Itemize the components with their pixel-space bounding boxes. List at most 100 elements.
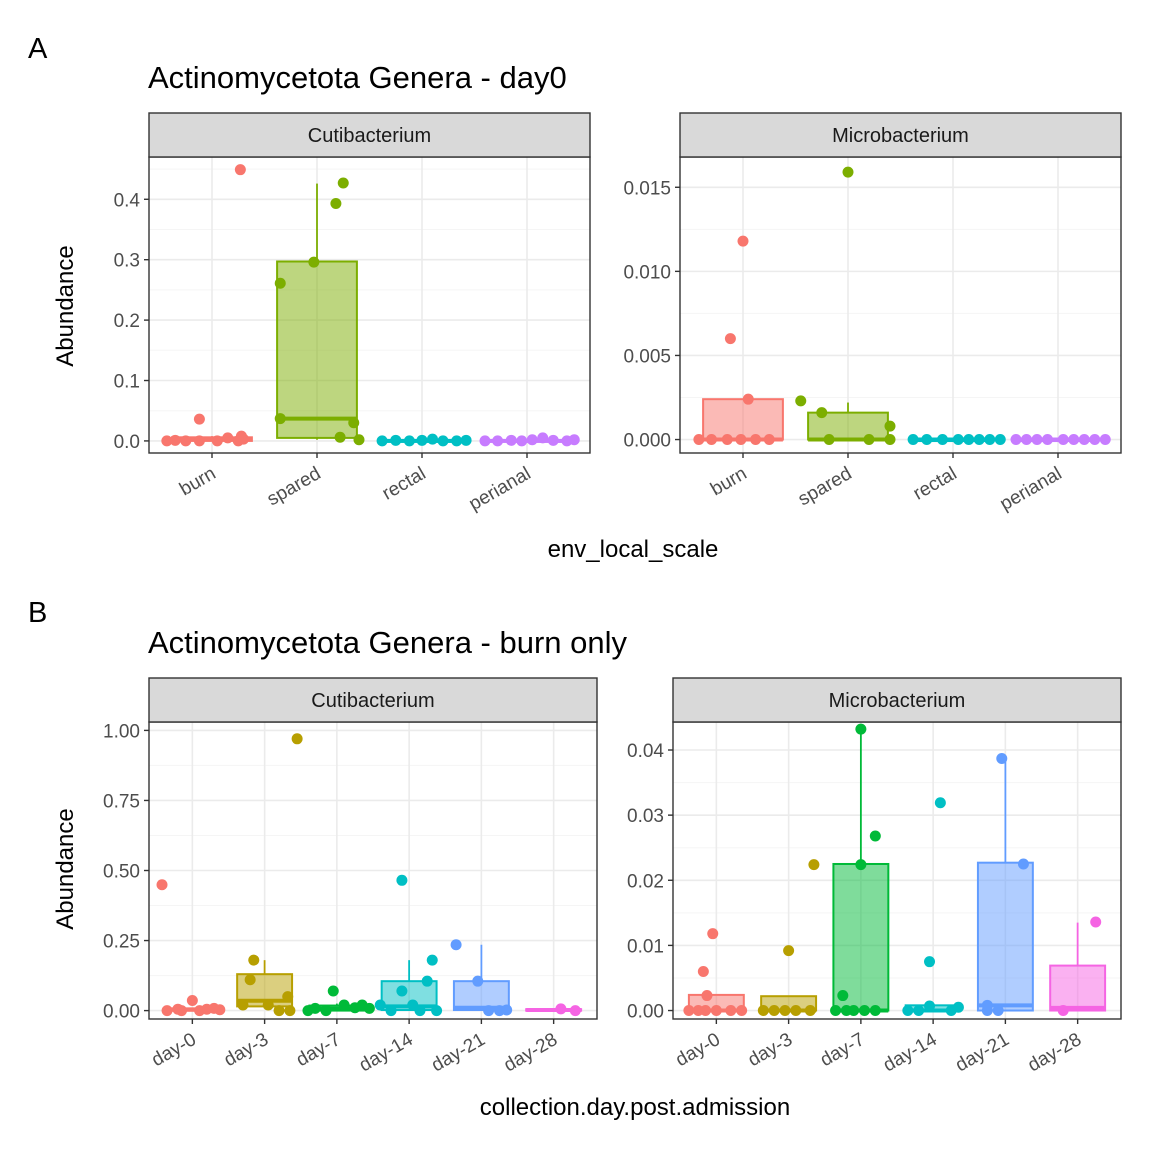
x-tick-label: spared: [264, 463, 325, 510]
data-point: [376, 435, 388, 447]
data-point: [750, 434, 762, 446]
data-point: [426, 954, 438, 966]
box-day-21: [976, 759, 1034, 1012]
data-point: [169, 434, 181, 446]
data-point: [937, 434, 948, 446]
data-point: [934, 797, 946, 809]
data-point: [884, 420, 896, 432]
data-point: [823, 434, 835, 446]
y-tick-label: 0.25: [103, 932, 140, 953]
panel-a-y-axis-title: Abundance: [52, 245, 79, 366]
data-point: [234, 164, 246, 176]
data-point: [902, 1005, 914, 1017]
data-point: [863, 434, 875, 446]
box-body: [276, 260, 358, 439]
data-point: [222, 432, 234, 444]
facet-strip: [148, 677, 598, 723]
data-point: [416, 434, 428, 446]
data-point: [907, 434, 919, 446]
data-point: [858, 1005, 870, 1017]
data-point: [721, 434, 733, 446]
y-tick-label: 0.01: [627, 936, 664, 957]
data-point: [337, 177, 349, 189]
facet-3: 0.00 0.01 0.02 0.03 0.04 Microbacterium day-0 d…: [627, 677, 1122, 1076]
data-point: [483, 1005, 495, 1017]
data-point: [837, 990, 849, 1002]
data-point: [537, 432, 549, 444]
data-point: [973, 434, 985, 446]
y-tick-label: 1.00: [103, 721, 140, 742]
data-point: [244, 974, 256, 986]
panel-background: [673, 722, 1121, 1019]
facet-strip-label: Cutibacterium: [311, 690, 434, 712]
data-point: [984, 434, 996, 446]
data-point: [569, 1005, 581, 1017]
x-tick-label: burn: [707, 463, 750, 500]
data-point: [309, 1002, 321, 1014]
data-point: [274, 413, 286, 425]
data-point: [855, 859, 867, 871]
x-tick-label: day-3: [744, 1029, 796, 1071]
data-point: [193, 413, 205, 425]
y-tick-label: 0.010: [623, 262, 671, 283]
data-point: [952, 1001, 964, 1013]
facet-1: 0.000 0.005 0.010 0.015 Microbacterium burn sp…: [623, 112, 1122, 515]
y-tick-label: 0.1: [114, 372, 140, 393]
data-point: [547, 434, 559, 446]
data-point: [1021, 434, 1032, 446]
data-point: [492, 435, 504, 447]
y-tick-label: 0.03: [627, 806, 664, 827]
panel-a-title: Actinomycetota Genera - day0: [148, 60, 567, 95]
data-point: [725, 1005, 737, 1017]
data-point: [1090, 916, 1102, 928]
data-point: [855, 723, 867, 735]
data-point: [390, 434, 402, 446]
data-point: [1010, 434, 1022, 446]
data-point: [172, 1003, 184, 1015]
data-point: [396, 985, 408, 997]
data-point: [396, 874, 408, 886]
data-point: [161, 1005, 173, 1017]
data-point: [1089, 434, 1101, 446]
x-tick-label: day-3: [220, 1029, 272, 1071]
box-body: [702, 398, 784, 441]
data-point: [706, 434, 717, 446]
data-point: [460, 434, 472, 446]
facet-2: 0.00 0.25 0.50 0.75 1.00 Cutibacterium day-0 da…: [103, 677, 598, 1076]
data-point: [830, 1005, 842, 1017]
data-point: [1057, 434, 1069, 446]
y-tick-label: 0.75: [103, 791, 140, 812]
data-point: [1042, 434, 1053, 446]
y-tick-label: 0.00: [103, 1002, 140, 1023]
data-point: [963, 434, 975, 446]
data-point: [1068, 434, 1080, 446]
panel-a-label: A: [28, 33, 48, 65]
panel-a-x-axis-title: env_local_scale: [548, 536, 719, 563]
x-tick-label: day-7: [817, 1029, 869, 1071]
data-point: [374, 999, 386, 1011]
data-point: [193, 435, 205, 447]
data-point: [701, 990, 713, 1002]
data-point: [768, 1005, 780, 1017]
data-point: [924, 1000, 936, 1012]
data-point: [683, 1005, 695, 1017]
y-tick-label: 0.00: [627, 1002, 664, 1023]
data-point: [697, 965, 709, 977]
y-tick-label: 0.02: [627, 871, 664, 892]
data-point: [450, 939, 462, 951]
data-point: [334, 431, 346, 443]
panel-b-label: B: [28, 597, 47, 629]
y-tick-label: 0.3: [114, 251, 140, 272]
data-point: [724, 333, 736, 345]
data-point: [952, 434, 964, 446]
box-body: [976, 861, 1034, 1012]
data-point: [884, 434, 896, 446]
data-point: [262, 999, 274, 1011]
x-tick-label: day-21: [428, 1029, 489, 1076]
facet-strip: [672, 677, 1122, 723]
data-point: [1078, 434, 1090, 446]
y-tick-label: 0.04: [627, 741, 664, 762]
data-point: [363, 1002, 375, 1014]
data-point: [763, 434, 775, 446]
